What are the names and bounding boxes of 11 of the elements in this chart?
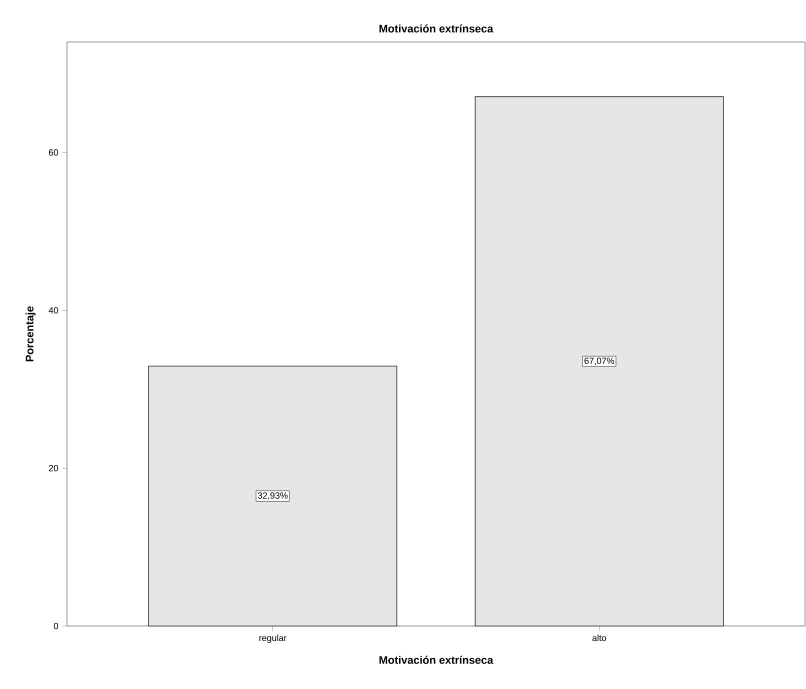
y-axis-title: Porcentaje [25,306,36,362]
data-label: 67,07% [584,358,614,366]
chart-title: Motivación extrínseca [379,24,494,32]
data-label: 32,93% [258,492,288,500]
y-tick-label: 40 [48,307,58,314]
x-tick-label: alto [592,634,606,642]
x-tick-label: regular [259,634,287,643]
x-axis-title: Motivación extrínseca [379,656,494,664]
y-tick-label: 60 [48,149,58,156]
y-tick-label: 20 [48,464,58,472]
y-tick-label: 0 [54,622,58,630]
